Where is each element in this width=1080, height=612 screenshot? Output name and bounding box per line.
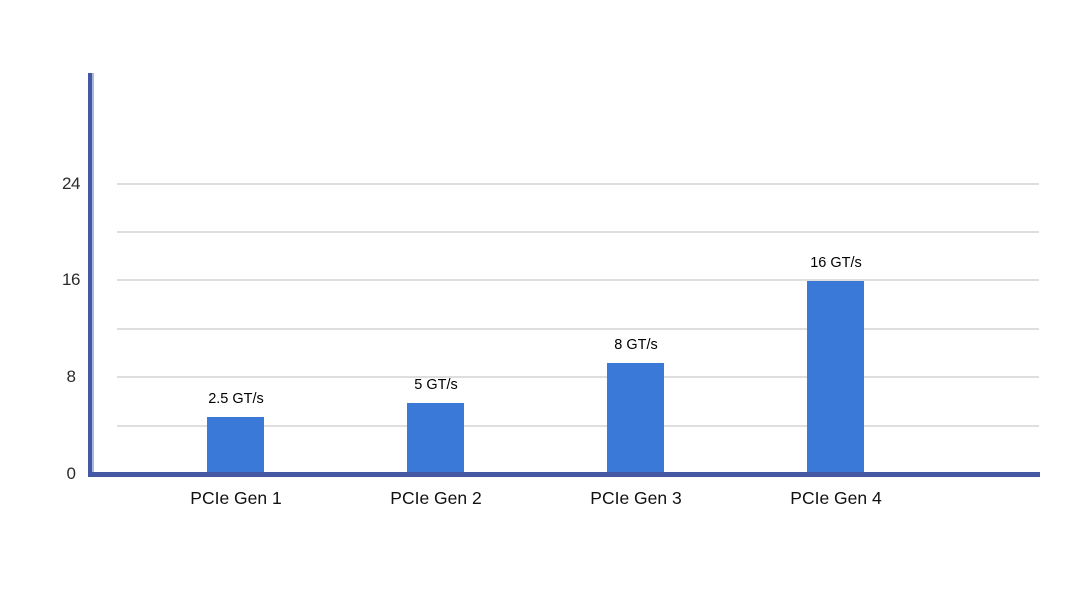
y-tick-label-0: 0 [66, 464, 76, 483]
bar-pcie-gen-1 [207, 417, 264, 474]
gridline-y-12 [117, 328, 1039, 330]
y-axis-line [88, 73, 94, 477]
gridline-y-16 [117, 279, 1039, 281]
x-category-label-pcie-gen-2: PCIe Gen 2 [390, 488, 482, 508]
y-tick-label-8: 8 [66, 367, 76, 386]
bar-pcie-gen-2 [407, 403, 464, 474]
x-category-label-pcie-gen-1: PCIe Gen 1 [190, 488, 282, 508]
bar-value-label-pcie-gen-1: 2.5 GT/s [208, 391, 264, 407]
gridline-y-24 [117, 183, 1039, 185]
x-axis-line [88, 472, 1040, 477]
bar-value-label-pcie-gen-2: 5 GT/s [414, 377, 458, 393]
bar-pcie-gen-4 [807, 281, 864, 474]
y-tick-label-24: 24 [62, 174, 80, 193]
bar-pcie-gen-3 [607, 363, 664, 474]
x-category-label-pcie-gen-4: PCIe Gen 4 [790, 488, 882, 508]
x-category-label-pcie-gen-3: PCIe Gen 3 [590, 488, 682, 508]
y-tick-label-16: 16 [62, 270, 80, 289]
gridline-y-8 [117, 376, 1039, 378]
bar-value-label-pcie-gen-3: 8 GT/s [614, 337, 658, 353]
gridline-y-20 [117, 231, 1039, 233]
gridline-y-4 [117, 425, 1039, 427]
bar-value-label-pcie-gen-4: 16 GT/s [810, 255, 862, 271]
